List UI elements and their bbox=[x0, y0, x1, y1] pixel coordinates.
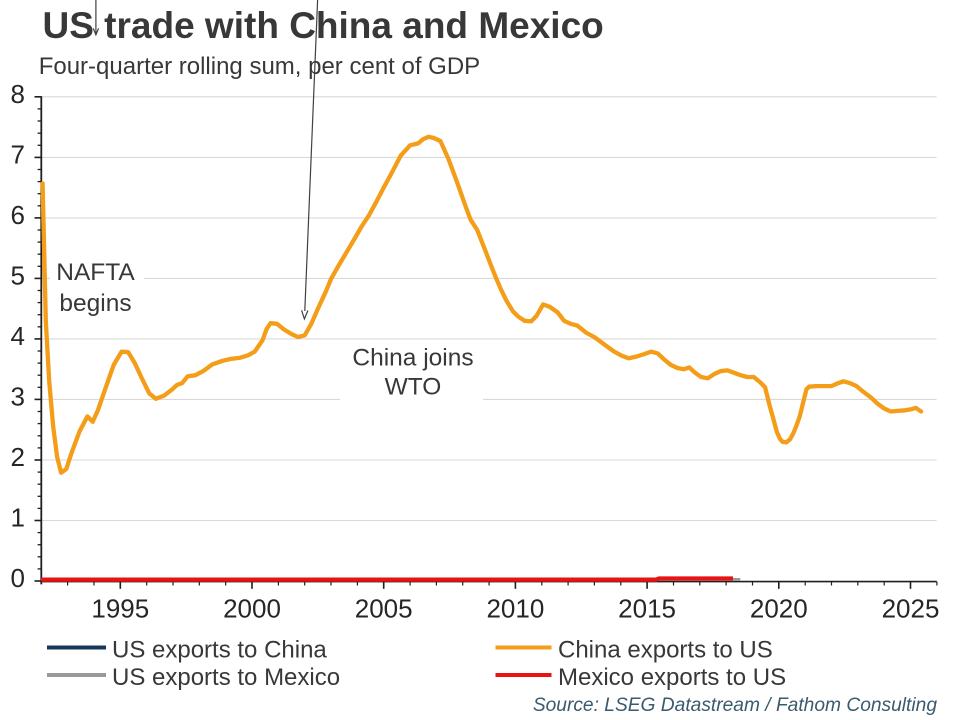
svg-text:begins: begins bbox=[59, 290, 131, 317]
svg-text:8: 8 bbox=[11, 79, 25, 109]
svg-text:5: 5 bbox=[11, 260, 25, 290]
svg-text:US exports to Mexico: US exports to Mexico bbox=[112, 664, 340, 691]
svg-text:Mexico exports to US: Mexico exports to US bbox=[558, 664, 786, 691]
svg-text:China exports to US: China exports to US bbox=[558, 637, 773, 664]
svg-text:2020: 2020 bbox=[750, 594, 808, 624]
svg-text:NAFTA: NAFTA bbox=[56, 259, 135, 286]
svg-text:2025: 2025 bbox=[882, 594, 940, 624]
svg-text:2005: 2005 bbox=[355, 594, 413, 624]
svg-text:4: 4 bbox=[11, 321, 25, 351]
svg-text:3: 3 bbox=[11, 381, 25, 411]
svg-text:2015: 2015 bbox=[618, 594, 676, 624]
svg-text:7: 7 bbox=[11, 139, 25, 169]
svg-text:WTO: WTO bbox=[385, 374, 442, 401]
svg-text:2000: 2000 bbox=[223, 594, 281, 624]
svg-text:2010: 2010 bbox=[486, 594, 544, 624]
svg-text:US trade with China and Mexico: US trade with China and Mexico bbox=[43, 5, 604, 46]
svg-text:China joins: China joins bbox=[352, 345, 473, 372]
svg-text:US exports to China: US exports to China bbox=[112, 637, 327, 664]
svg-text:1: 1 bbox=[11, 503, 25, 533]
svg-text:0: 0 bbox=[11, 563, 25, 593]
svg-text:6: 6 bbox=[11, 200, 25, 230]
svg-text:Four-quarter rolling sum, per: Four-quarter rolling sum, per cent of GD… bbox=[39, 53, 481, 80]
svg-text:Source: LSEG Datastream / Fath: Source: LSEG Datastream / Fathom Consult… bbox=[533, 695, 938, 716]
svg-text:1995: 1995 bbox=[91, 594, 149, 624]
svg-text:2: 2 bbox=[11, 442, 25, 472]
